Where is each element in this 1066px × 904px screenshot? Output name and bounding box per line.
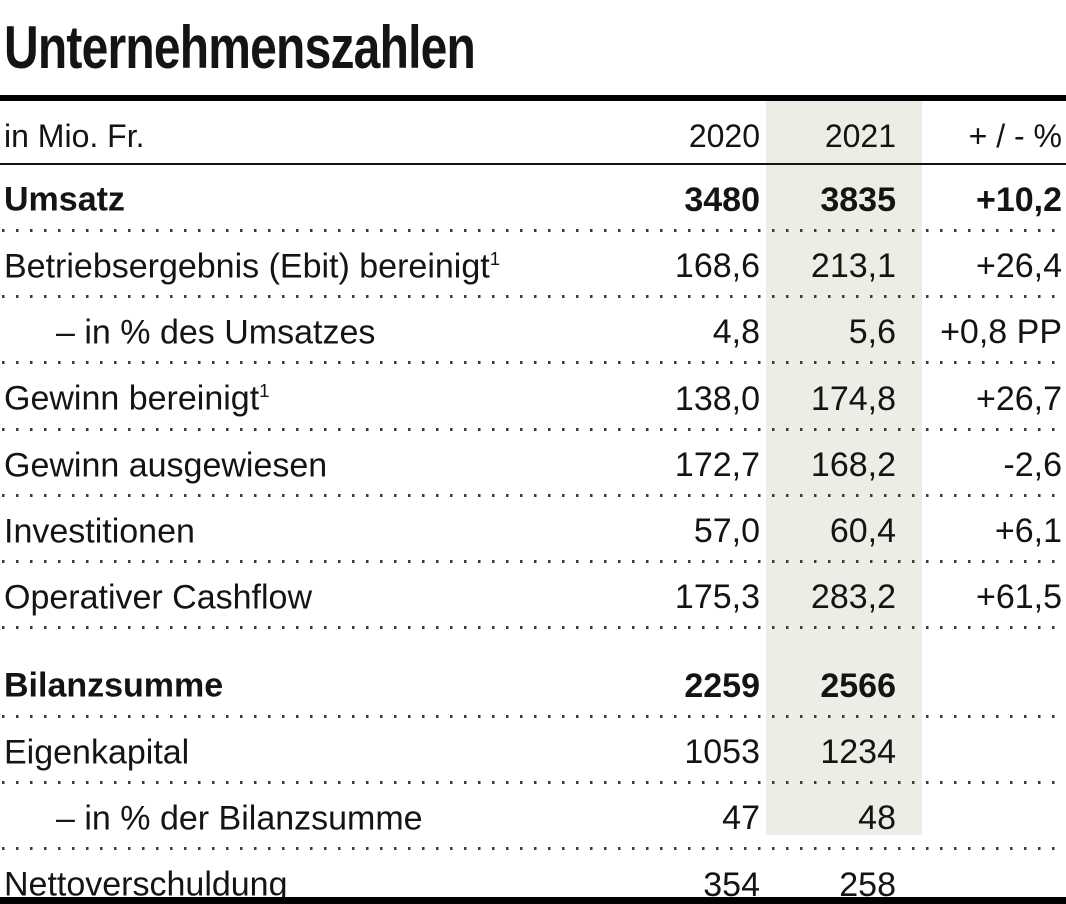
column-header-2020: 2020: [688, 118, 760, 155]
dotted-divider: [2, 781, 1064, 785]
title-rule: [0, 95, 1066, 102]
row-label: Betriebsergebnis (Ebit) bereinigt1: [4, 240, 612, 285]
value-2020: 4,8: [712, 313, 760, 352]
table-row-bilanzsumme: Bilanzsumme 2259 2566: [0, 629, 1066, 714]
dotted-divider: [2, 493, 1064, 497]
table-row-umsatz: Umsatz 3480 3835 +10,2: [0, 165, 1066, 228]
value-2021: 213,1: [810, 246, 896, 285]
value-2020: 1053: [684, 733, 760, 772]
dotted-divider: [2, 361, 1064, 365]
table-header-row: in Mio. Fr. 2020 2021 + / - %: [0, 101, 1066, 163]
value-2020: 47: [722, 799, 760, 838]
table-row-eigenkapital: Eigenkapital 1053 1234: [0, 718, 1066, 781]
row-label: Operativer Cashflow: [4, 571, 612, 616]
table-row-gewinn-bereinigt: Gewinn bereinigt1 138,0 174,8 +26,7: [0, 364, 1066, 427]
value-change: +10,2: [975, 180, 1062, 219]
value-2021: 5,6: [848, 313, 896, 352]
value-change: +0,8 PP: [940, 313, 1062, 352]
row-label: Investitionen: [4, 505, 612, 550]
row-label-text: Operativer Cashflow: [4, 578, 313, 617]
dotted-divider: [2, 294, 1064, 298]
value-2021: 1234: [820, 733, 896, 772]
table-row-ebit-margin: – in % des Umsatzes 4,8 5,6 +0,8 PP: [0, 298, 1066, 361]
value-2020: 2259: [684, 666, 760, 705]
footnote-marker: 1: [489, 247, 501, 269]
value-2021: 168,2: [810, 445, 896, 484]
header-rule: [0, 163, 1066, 166]
table-row-operativer-cashflow: Operativer Cashflow 175,3 283,2 +61,5: [0, 563, 1066, 626]
value-2020: 175,3: [674, 578, 760, 617]
row-label-text: Bilanzsumme: [4, 666, 224, 705]
row-label-text: Umsatz: [4, 180, 125, 219]
table-row-investitionen: Investitionen 57,0 60,4 +6,1: [0, 497, 1066, 560]
value-change: +26,4: [975, 246, 1062, 285]
value-change: +26,7: [975, 379, 1062, 418]
dotted-divider: [2, 560, 1064, 564]
value-2021: 48: [858, 799, 896, 838]
value-2020: 3480: [684, 180, 760, 219]
value-2020: 172,7: [674, 445, 760, 484]
dotted-divider: [2, 626, 1064, 630]
row-label: Gewinn bereinigt1: [4, 372, 612, 418]
table-row-ebit-bereinigt: Betriebsergebnis (Ebit) bereinigt1 168,6…: [0, 232, 1066, 295]
row-label: Bilanzsumme: [4, 659, 612, 705]
dotted-divider: [2, 847, 1064, 851]
row-label-text: Eigenkapital: [4, 733, 190, 772]
row-label: – in % der Bilanzsumme: [4, 792, 612, 837]
row-label-text: Investitionen: [4, 512, 195, 551]
row-label: Umsatz: [4, 173, 612, 219]
row-label-text: Gewinn ausgewiesen: [4, 445, 328, 484]
column-header-change: + / - %: [968, 118, 1062, 155]
table-row-nettoverschuldung: Nettoverschuldung 354 258: [0, 850, 1066, 904]
value-2021: 3835: [820, 180, 896, 219]
value-2021: 60,4: [829, 512, 896, 551]
value-change: -2,6: [1003, 445, 1062, 484]
value-change: +61,5: [975, 578, 1062, 617]
footnote-marker: 1: [259, 380, 270, 402]
dotted-divider: [2, 427, 1064, 431]
row-label: Gewinn ausgewiesen: [4, 439, 612, 484]
unit-label: in Mio. Fr.: [4, 118, 145, 155]
page-title: Unternehmenszahlen: [4, 14, 476, 81]
value-2020: 168,6: [674, 246, 760, 285]
dotted-divider: [2, 228, 1064, 232]
row-label-text: Betriebsergebnis (Ebit) bereinigt: [4, 246, 490, 285]
value-2020: 57,0: [693, 512, 760, 551]
highlight-column-band-2021: [766, 101, 922, 835]
value-change: +6,1: [994, 512, 1062, 551]
row-label: Eigenkapital: [4, 726, 612, 771]
value-2021: 174,8: [810, 379, 896, 418]
value-2021: 2566: [820, 666, 896, 705]
dotted-divider: [2, 714, 1064, 718]
row-label-text: Gewinn bereinigt: [4, 379, 260, 418]
row-label-text: – in % der Bilanzsumme: [56, 799, 423, 838]
column-header-2021: 2021: [824, 118, 896, 155]
row-label-text: – in % des Umsatzes: [56, 313, 376, 352]
table-row-eigenkapital-quote: – in % der Bilanzsumme 47 48: [0, 784, 1066, 847]
value-2021: 283,2: [810, 578, 896, 617]
row-label: – in % des Umsatzes: [4, 306, 612, 351]
page-bottom-rule: [0, 897, 1066, 904]
value-2020: 138,0: [674, 379, 760, 418]
table-row-gewinn-ausgewiesen: Gewinn ausgewiesen 172,7 168,2 -2,6: [0, 431, 1066, 494]
